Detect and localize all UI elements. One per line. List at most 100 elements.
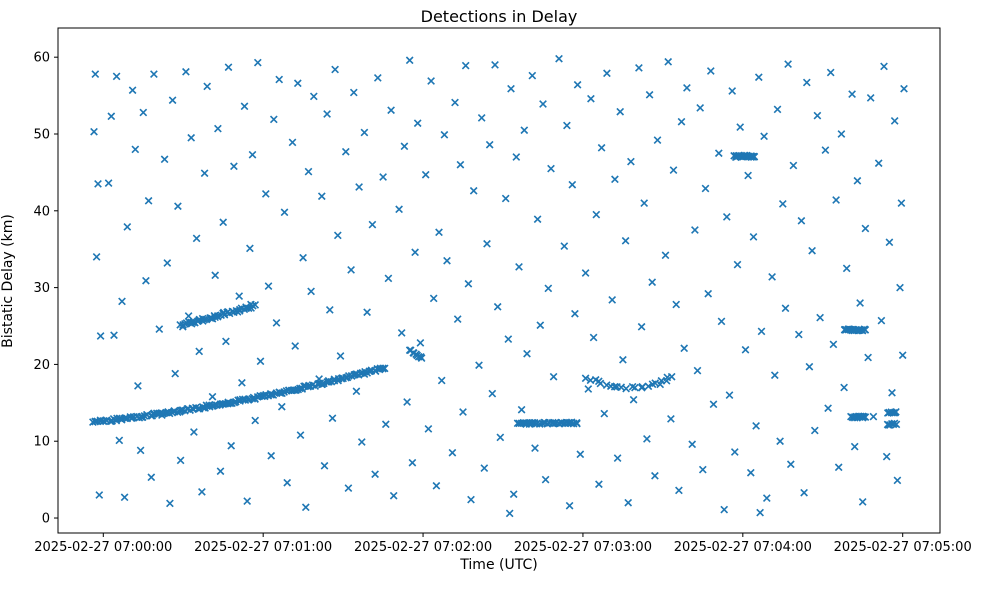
- y-axis-ticks: 0 10 20 30 40 50 60: [33, 51, 58, 527]
- scatter-marker: [664, 57, 673, 66]
- x-axis-ticks: 2025-02-27 07:00:00 2025-02-27 07:01:00 20…: [34, 533, 972, 555]
- scatter-marker: [621, 236, 630, 245]
- scatter-marker: [450, 98, 460, 107]
- scatter-marker: [168, 96, 177, 105]
- scatter-marker: [147, 473, 156, 482]
- y-tick-label: 60: [33, 51, 50, 66]
- scatter-marker: [264, 282, 273, 291]
- scatter-marker: [667, 372, 676, 381]
- y-tick-label: 30: [33, 281, 50, 296]
- scatter-marker: [240, 102, 249, 111]
- scatter-marker: [466, 495, 476, 504]
- scatter-marker: [751, 421, 761, 430]
- scatter-marker: [496, 433, 505, 442]
- scatter-marker: [847, 89, 857, 99]
- scatter-marker: [117, 297, 127, 306]
- scatter-marker: [672, 300, 681, 309]
- scatter-marker: [648, 278, 657, 287]
- x-tick-label: 2025-02-27 07:01:00: [194, 540, 332, 555]
- scatter-marker: [634, 63, 644, 73]
- scatter-marker: [597, 143, 606, 152]
- scatter-marker: [690, 225, 700, 235]
- scatter-marker: [698, 465, 707, 474]
- scatter-marker: [709, 400, 718, 409]
- scatter-marker: [885, 238, 894, 247]
- scatter-marker: [341, 147, 350, 156]
- scatter-marker: [304, 167, 313, 176]
- scatter-marker: [754, 73, 763, 82]
- scatter-marker: [442, 256, 452, 265]
- scatter-marker: [469, 186, 478, 195]
- scatter-marker: [839, 383, 849, 392]
- scatter-marker: [482, 239, 492, 248]
- scatter-marker: [384, 274, 393, 283]
- scatter-marker: [216, 467, 225, 476]
- scatter-marker: [93, 179, 103, 188]
- scatter-marker: [637, 322, 646, 331]
- scatter-marker: [773, 105, 782, 114]
- scatter-marker: [104, 179, 113, 188]
- scatter-marker: [227, 441, 236, 450]
- scatter-marker: [237, 378, 246, 387]
- scatter-marker: [474, 361, 484, 370]
- scatter-marker: [149, 69, 158, 79]
- scatter-marker: [797, 216, 806, 225]
- scatter-marker: [269, 115, 278, 124]
- scatter-marker: [741, 345, 750, 354]
- scatter-marker: [762, 494, 771, 503]
- x-tick-label: 2025-02-27 07:03:00: [514, 540, 652, 555]
- scatter-points: [88, 54, 909, 518]
- scatter-marker: [411, 248, 420, 257]
- scatter-marker: [458, 407, 468, 417]
- scatter-marker: [141, 276, 150, 285]
- scatter-marker: [427, 76, 436, 86]
- scatter-marker: [562, 121, 572, 130]
- x-tick-label: 2025-02-27 07:00:00: [34, 540, 172, 555]
- scatter-marker: [813, 111, 822, 120]
- scatter-marker: [589, 333, 598, 342]
- scatter-marker: [165, 499, 174, 508]
- scatter-marker: [608, 295, 617, 304]
- scatter-marker: [626, 157, 636, 166]
- scatter-marker: [432, 481, 441, 490]
- scatter-marker: [517, 405, 526, 414]
- scatter-marker: [530, 444, 540, 453]
- scatter-marker: [858, 497, 867, 506]
- scatter-marker: [770, 371, 779, 380]
- scatter-marker: [757, 327, 766, 336]
- scatter-marker: [568, 180, 577, 189]
- scatter-marker: [456, 160, 465, 169]
- scatter-marker: [192, 234, 201, 243]
- scatter-marker: [107, 112, 116, 121]
- scatter-marker: [621, 384, 631, 393]
- scatter-marker: [882, 452, 891, 461]
- scatter-marker: [395, 205, 404, 214]
- scatter-marker: [645, 90, 654, 99]
- scatter-marker: [387, 106, 396, 115]
- scatter-marker: [600, 409, 609, 418]
- scatter-marker: [213, 124, 222, 133]
- scatter-marker: [629, 395, 638, 404]
- scatter-marker: [224, 63, 233, 72]
- scatter-marker: [546, 164, 556, 173]
- scatter-marker: [91, 69, 100, 79]
- scatter-marker: [897, 199, 906, 208]
- scatter-marker: [755, 508, 765, 517]
- scatter-marker: [139, 108, 148, 117]
- x-tick-label: 2025-02-27 07:02:00: [354, 540, 492, 555]
- scatter-marker: [408, 458, 417, 467]
- scatter-marker: [288, 138, 297, 147]
- scatter-marker: [317, 192, 326, 201]
- scatter-marker: [810, 426, 819, 435]
- scatter-marker: [560, 242, 569, 251]
- scatter-marker: [837, 129, 846, 139]
- scatter-marker: [717, 317, 726, 326]
- scatter-marker: [235, 292, 244, 301]
- scatter-marker: [706, 66, 715, 76]
- scatter-marker: [581, 268, 590, 278]
- scatter-marker: [400, 142, 409, 151]
- scatter-marker: [746, 468, 755, 477]
- scatter-marker: [493, 302, 502, 311]
- scatter-marker: [96, 331, 105, 341]
